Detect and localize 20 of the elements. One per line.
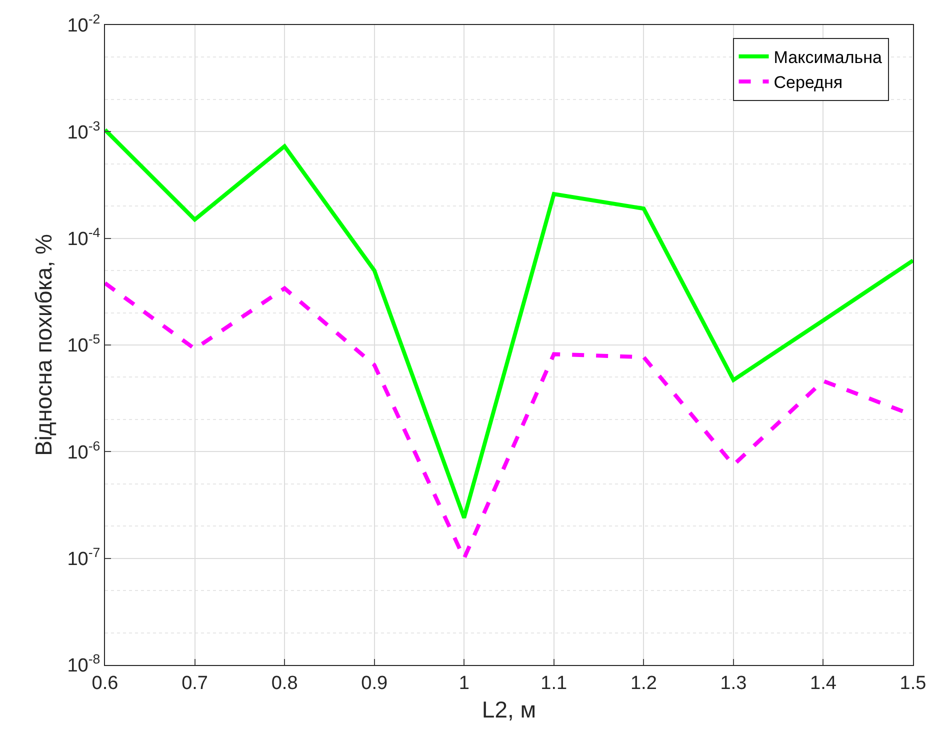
x-axis-title: L2, м: [482, 696, 536, 722]
x-tick-label: 1.5: [900, 672, 926, 694]
x-tick-label: 0.9: [361, 672, 388, 694]
y-tick-label: 10$^{-5}$: [67, 332, 100, 357]
x-tick-label: 0.7: [182, 672, 208, 694]
x-tick-label: 1: [458, 672, 470, 694]
y-tick-label: 10$^{-4}$: [67, 225, 100, 250]
y-axis-title: Відносна похибка, %: [30, 234, 57, 456]
legend-label: Середня: [774, 73, 843, 92]
y-tick-label: 10$^{-3}$: [67, 118, 100, 144]
y-tick-label: 10$^{-7}$: [67, 545, 100, 570]
line-series: [105, 128, 913, 520]
x-tick-label: 1.2: [630, 672, 657, 694]
x-tick-label: 1.1: [540, 672, 568, 694]
y-tick-label: 10$^{-6}$: [67, 438, 100, 464]
x-tick-label: 1.4: [810, 672, 837, 694]
x-tick-label: 1.3: [720, 672, 747, 694]
x-tick-label: 0.8: [271, 672, 298, 694]
y-tick-label: 10$^{-2}$: [67, 12, 100, 37]
legend-label: Максимальна: [774, 48, 882, 67]
